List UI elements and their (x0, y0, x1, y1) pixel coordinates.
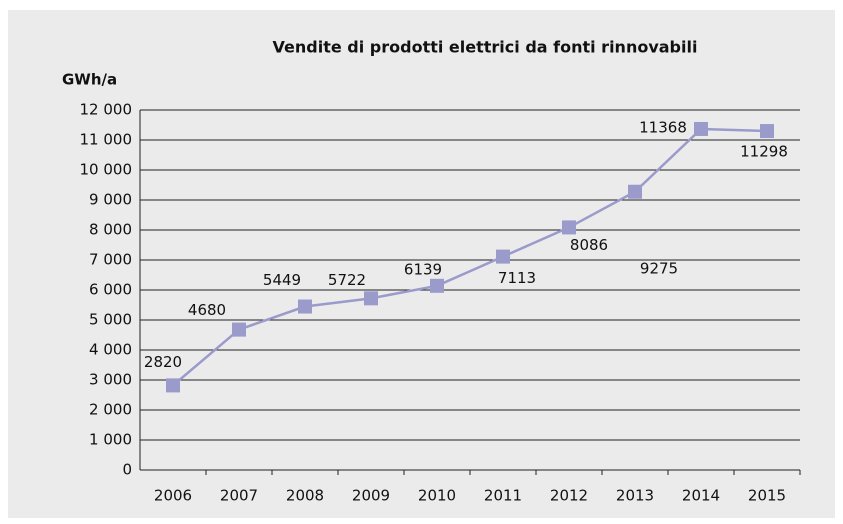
marker (166, 378, 180, 393)
x-tick-label: 2015 (748, 487, 786, 505)
marker (232, 322, 246, 337)
marker (430, 278, 444, 293)
x-tick-label: 2006 (154, 487, 192, 505)
y-tick-label: 3 000 (89, 371, 132, 389)
y-tick-label: 2 000 (89, 401, 132, 419)
data-label: 5449 (263, 271, 301, 289)
data-label: 11298 (740, 143, 788, 161)
background (8, 10, 835, 518)
y-tick-label: 10 000 (80, 161, 133, 179)
data-label: 8086 (570, 236, 608, 254)
chart-title: Vendite di prodotti elettrici da fonti r… (273, 38, 698, 57)
marker (760, 124, 774, 139)
y-tick-label: 8 000 (89, 221, 132, 239)
y-tick-label: 9 000 (89, 191, 132, 209)
y-tick-label: 4 000 (89, 341, 132, 359)
line (172, 127, 768, 387)
data-label: 11368 (639, 118, 687, 136)
marker (364, 291, 378, 306)
y-tick-label: 5 000 (89, 311, 132, 329)
marker (694, 121, 708, 136)
y-tick-label: 11 000 (80, 131, 133, 149)
marker (562, 220, 576, 235)
y-tick-label: 6 000 (89, 281, 132, 299)
x-tick-label: 2011 (484, 487, 522, 505)
data-label: 5722 (328, 271, 366, 289)
marker (628, 184, 642, 199)
marker (496, 249, 510, 264)
x-tick-label: 2013 (616, 487, 654, 505)
data-label: 4680 (188, 301, 226, 319)
y-axis-label: GWh/a (62, 71, 117, 89)
x-tick-label: 2010 (418, 487, 456, 505)
x-tick-label: 2014 (682, 487, 720, 505)
y-tick-label: 0 (122, 461, 132, 479)
y-tick-label: 7 000 (89, 251, 132, 269)
data-label: 6139 (404, 260, 442, 278)
x-tick-label: 2009 (352, 487, 390, 505)
marker (298, 299, 312, 314)
data-label: 9275 (640, 259, 678, 277)
y-tick-label: 12 000 (80, 101, 133, 119)
y-tick-label: 1 000 (89, 431, 132, 449)
x-tick-label: 2008 (286, 487, 324, 505)
x-tick-label: 2012 (550, 487, 588, 505)
x-tick-label: 2007 (220, 487, 258, 505)
data-label: 2820 (144, 353, 182, 371)
data-label: 7113 (498, 269, 536, 287)
